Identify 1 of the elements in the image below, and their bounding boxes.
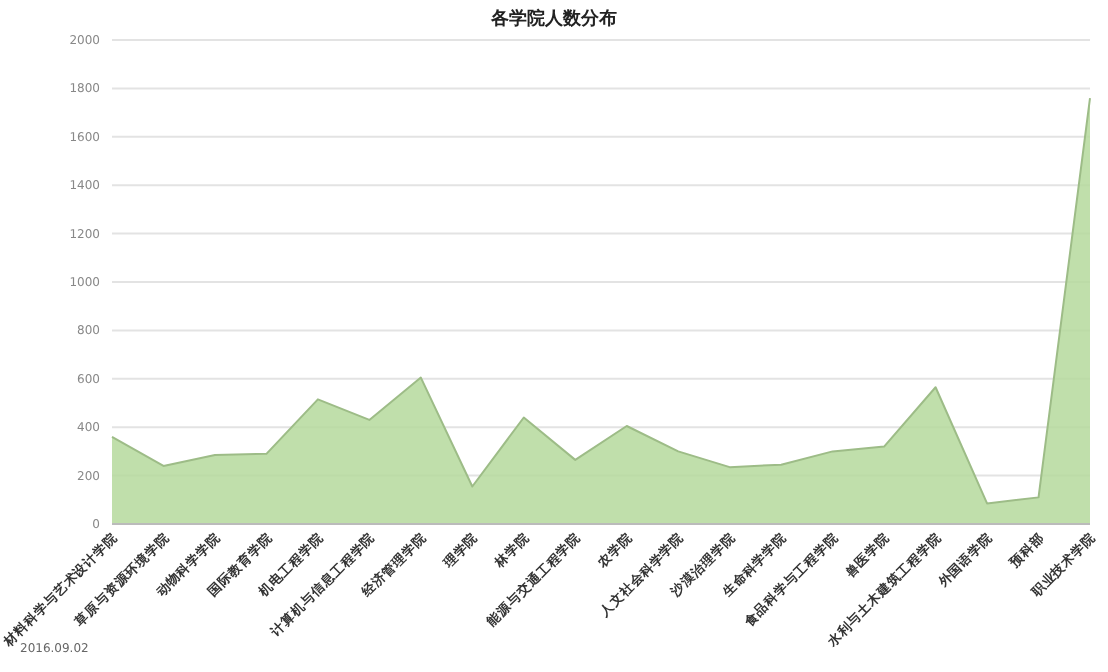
chart-title: 各学院人数分布: [489, 8, 617, 30]
